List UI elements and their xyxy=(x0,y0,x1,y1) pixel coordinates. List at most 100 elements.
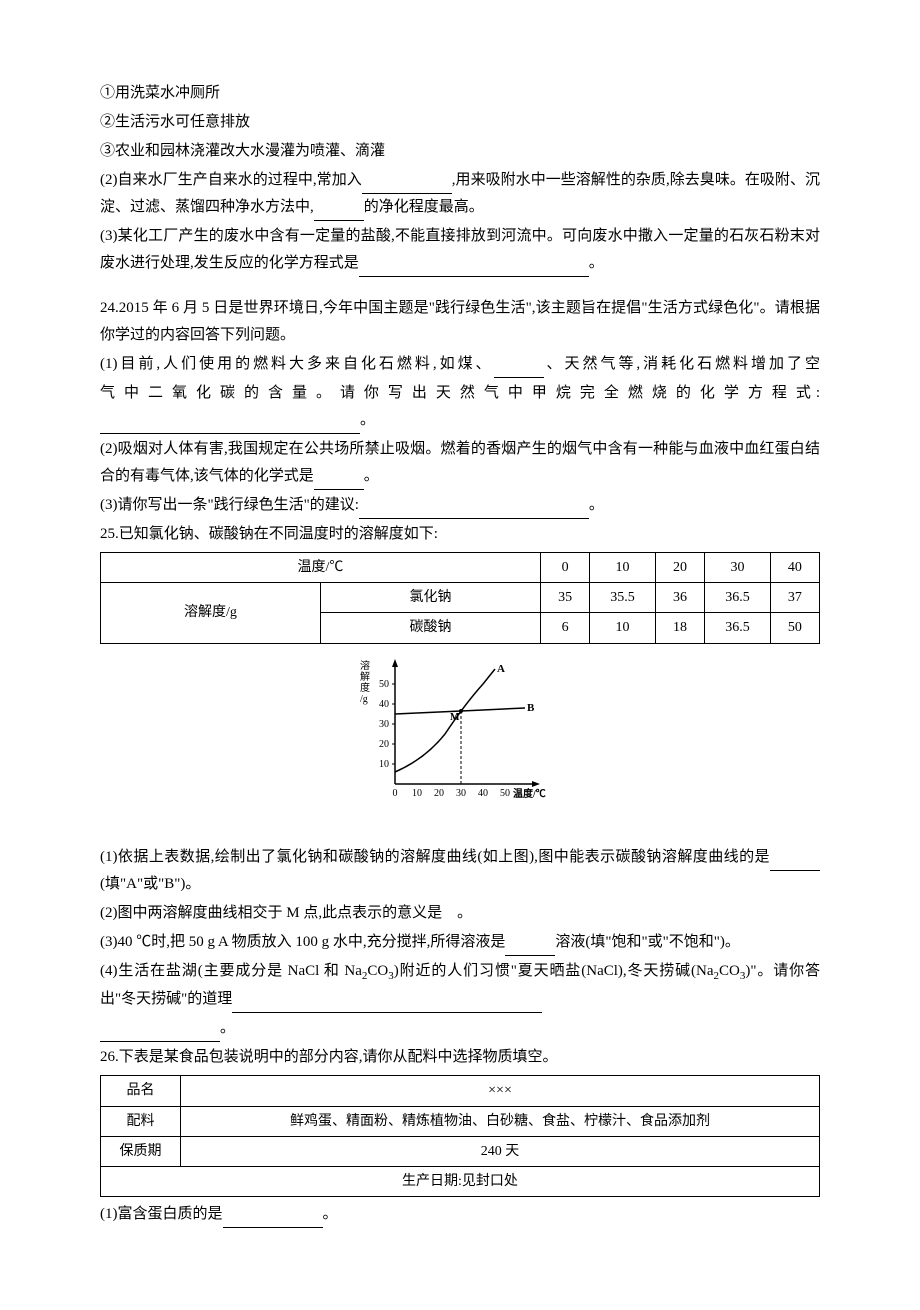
curve-b-label: B xyxy=(527,702,535,714)
ytick: 40 xyxy=(379,699,389,710)
xtick: 40 xyxy=(478,788,488,799)
q24-part1: (1)目前,人们使用的燃料大多来自化石燃料,如煤、、天然气等,消耗化石燃料增加了… xyxy=(100,351,820,378)
ytick: 20 xyxy=(379,739,389,750)
r2-label: 配料 xyxy=(101,1106,181,1136)
point-m-label: M xyxy=(450,712,460,723)
q25-p4end: 。 xyxy=(220,1020,235,1036)
value-cell: 6 xyxy=(541,613,590,643)
blank xyxy=(232,1012,542,1013)
temp-cell: 40 xyxy=(770,553,819,583)
blank xyxy=(770,870,820,871)
y-label-3: 度 xyxy=(360,681,370,694)
q24-p1end: 。 xyxy=(360,412,375,428)
table-row: 溶解度/g 氯化钠 35 35.5 36 36.5 37 xyxy=(101,583,820,613)
q26-p1a: (1)富含蛋白质的是 xyxy=(100,1206,223,1222)
q25-p3a: (3)40 ℃时,把 50 g A 物质放入 100 g 水中,充分搅拌,所得溶… xyxy=(100,934,505,950)
blank xyxy=(223,1227,323,1228)
r1-val: ××× xyxy=(181,1076,820,1106)
q25-p1b: (填"A"或"B")。 xyxy=(100,876,200,892)
value-cell: 18 xyxy=(655,613,704,643)
table-row: 保质期 240 天 xyxy=(101,1136,820,1166)
temp-cell: 30 xyxy=(705,553,771,583)
q23-option-1: ①用洗菜水冲厕所 xyxy=(100,80,820,107)
ytick: 10 xyxy=(379,759,389,770)
blank xyxy=(100,1041,220,1042)
q25-p3b: 溶液(填"饱和"或"不饱和")。 xyxy=(555,934,739,950)
temp-cell: 20 xyxy=(655,553,704,583)
q23-p3end: 。 xyxy=(589,255,604,271)
value-cell: 37 xyxy=(770,583,819,613)
ytick: 50 xyxy=(379,679,389,690)
xtick: 20 xyxy=(434,788,444,799)
q24-part2: (2)吸烟对人体有害,我国规定在公共场所禁止吸烟。燃着的香烟产生的烟气中含有一种… xyxy=(100,436,820,490)
value-cell: 36.5 xyxy=(705,583,771,613)
blank xyxy=(494,377,544,378)
q25-part4-line2: 。 xyxy=(100,1015,820,1042)
q23-part2: (2)自来水厂生产自来水的过程中,常加入,用来吸附水中一些溶解性的杂质,除去臭味… xyxy=(100,167,820,221)
chart-svg: 10 20 30 40 50 0 10 20 30 40 50 B A M xyxy=(350,654,570,824)
q24-part1-line2: 气中二氧化碳的含量。请你写出天然气中甲烷完全燃烧的化学方程式: 。 xyxy=(100,380,820,434)
q25-part3: (3)40 ℃时,把 50 g A 物质放入 100 g 水中,充分搅拌,所得溶… xyxy=(100,929,820,956)
q23-p2a: (2)自来水厂生产自来水的过程中,常加入 xyxy=(100,172,362,188)
q25-p4b: CO xyxy=(367,963,388,979)
q25-p4c: )附近的人们习惯"夏天晒盐(NaCl),冬天捞碱(Na xyxy=(394,963,714,979)
q24-p2end: 。 xyxy=(364,468,379,484)
blank xyxy=(314,220,364,221)
q24-p3end: 。 xyxy=(589,497,604,513)
temp-cell: 0 xyxy=(541,553,590,583)
q24-p2a: (2)吸烟对人体有害,我国规定在公共场所禁止吸烟。燃着的香烟产生的烟气中含有一种… xyxy=(100,441,820,484)
blank xyxy=(314,489,364,490)
y-label-2: 解 xyxy=(360,670,370,683)
food-table: 品名 ××× 配料 鲜鸡蛋、精面粉、精炼植物油、白砂糖、食盐、柠檬汁、食品添加剂… xyxy=(100,1075,820,1197)
table-row: 品名 ××× xyxy=(101,1076,820,1106)
q24-intro: 24.2015 年 6 月 5 日是世界环境日,今年中国主题是"践行绿色生活",… xyxy=(100,295,820,349)
curve-a-label: A xyxy=(497,663,505,675)
substance-cell: 碳酸钠 xyxy=(321,613,541,643)
q24-p1-end-line: 式: xyxy=(796,385,820,401)
ytick: 30 xyxy=(379,719,389,730)
q24-p3a: (3)请你写出一条"践行绿色生活"的建议: xyxy=(100,497,359,513)
q23-part3: (3)某化工厂产生的废水中含有一定量的盐酸,不能直接排放到河流中。可向废水中撒入… xyxy=(100,223,820,277)
xtick: 30 xyxy=(456,788,466,799)
value-cell: 36.5 xyxy=(705,613,771,643)
q23-p2c: 的净化程度最高。 xyxy=(364,199,484,215)
blank xyxy=(359,276,589,277)
q25-part1: (1)依据上表数据,绘制出了氯化钠和碳酸钠的溶解度曲线(如上图),图中能表示碳酸… xyxy=(100,844,820,898)
q25-p4d: CO xyxy=(719,963,740,979)
q25-part4: (4)生活在盐湖(主要成分是 NaCl 和 Na2CO3)附近的人们习惯"夏天晒… xyxy=(100,958,820,1014)
blank xyxy=(100,433,360,434)
q24-p1-spaced: 气中二氧化碳的含量。请你写出天然气中甲烷完全燃烧的化学方程 xyxy=(100,385,796,401)
blank xyxy=(359,518,589,519)
r3-label: 保质期 xyxy=(101,1136,181,1166)
temp-cell: 10 xyxy=(590,553,656,583)
solubility-table: 温度/℃ 0 10 20 30 40 溶解度/g 氯化钠 35 35.5 36 … xyxy=(100,552,820,644)
value-cell: 50 xyxy=(770,613,819,643)
q25-p1a: (1)依据上表数据,绘制出了氯化钠和碳酸钠的溶解度曲线(如上图),图中能表示碳酸… xyxy=(100,849,770,865)
substance-cell: 氯化钠 xyxy=(321,583,541,613)
solubility-chart: 10 20 30 40 50 0 10 20 30 40 50 B A M xyxy=(100,654,820,834)
xtick: 50 xyxy=(500,788,510,799)
r3-val: 240 天 xyxy=(181,1136,820,1166)
q26-intro: 26.下表是某食品包装说明中的部分内容,请你从配料中选择物质填空。 xyxy=(100,1044,820,1071)
q24-part3: (3)请你写出一条"践行绿色生活"的建议: 。 xyxy=(100,492,820,519)
x-axis-label: 温度/℃ xyxy=(513,787,546,800)
q23-option-3: ③农业和园林浇灌改大水漫灌为喷灌、滴灌 xyxy=(100,138,820,165)
q25-intro: 25.已知氯化钠、碳酸钠在不同温度时的溶解度如下: xyxy=(100,521,820,548)
header-temp: 温度/℃ xyxy=(101,553,541,583)
table-row: 温度/℃ 0 10 20 30 40 xyxy=(101,553,820,583)
header-sol: 溶解度/g xyxy=(101,583,321,643)
q23-p3a: (3)某化工厂产生的废水中含有一定量的盐酸,不能直接排放到河流中。可向废水中撒入… xyxy=(100,228,820,271)
q25-p4a: (4)生活在盐湖(主要成分是 NaCl 和 Na xyxy=(100,963,362,979)
q25-part2: (2)图中两溶解度曲线相交于 M 点,此点表示的意义是 。 xyxy=(100,900,820,927)
r4: 生产日期:见封口处 xyxy=(101,1166,820,1196)
q24-p1b-part1: 、天然气等,消耗化石燃料增加了空 xyxy=(544,356,820,372)
table-row: 生产日期:见封口处 xyxy=(101,1166,820,1196)
value-cell: 10 xyxy=(590,613,656,643)
value-cell: 36 xyxy=(655,583,704,613)
blank xyxy=(505,955,555,956)
value-cell: 35 xyxy=(541,583,590,613)
q23-option-2: ②生活污水可任意排放 xyxy=(100,109,820,136)
value-cell: 35.5 xyxy=(590,583,656,613)
q26-part1: (1)富含蛋白质的是。 xyxy=(100,1201,820,1228)
table-row: 配料 鲜鸡蛋、精面粉、精炼植物油、白砂糖、食盐、柠檬汁、食品添加剂 xyxy=(101,1106,820,1136)
